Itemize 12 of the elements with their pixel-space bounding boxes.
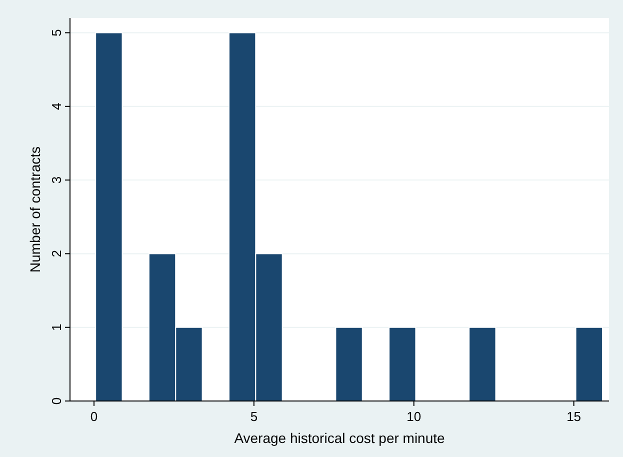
y-tick-label: 4	[49, 102, 64, 110]
y-tick-label: 5	[49, 29, 64, 36]
y-tick-label: 2	[49, 250, 64, 258]
x-tick-label: 10	[406, 409, 422, 424]
x-tick-label: 15	[566, 409, 582, 424]
y-axis-title: Number of contracts	[27, 146, 43, 273]
y-tick-label: 3	[49, 176, 64, 184]
y-tick-label: 1	[49, 324, 64, 331]
x-tick-label: 5	[250, 409, 258, 424]
x-tick-label: 0	[90, 409, 98, 424]
y-tick-label: 0	[49, 397, 64, 405]
x-axis-title: Average historical cost per minute	[234, 430, 446, 446]
